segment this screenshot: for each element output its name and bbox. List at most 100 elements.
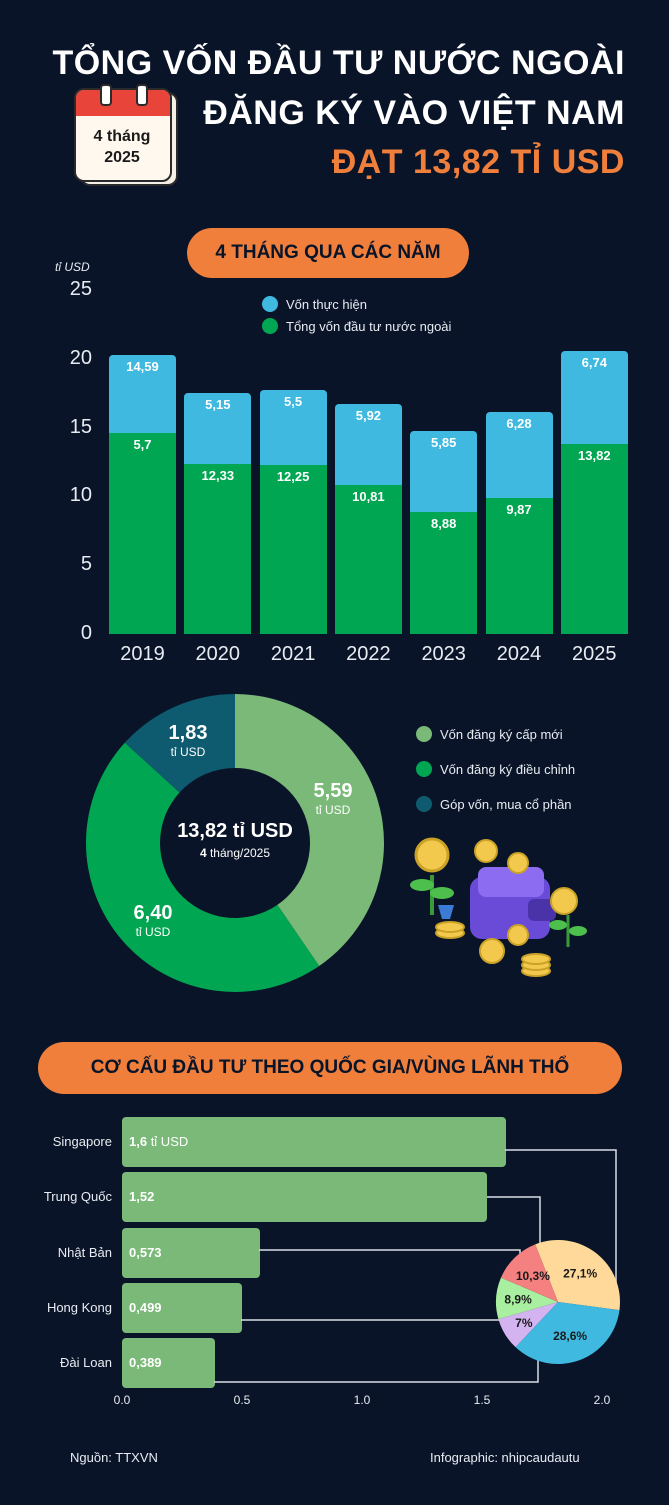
legend-swatch-lightgreen	[416, 726, 432, 742]
country-share-pie: 27,1% 28,6% 7% 8,9% 10,3%	[496, 1240, 620, 1364]
donut-center-bold: 4	[199, 846, 207, 860]
country-bar	[122, 1117, 506, 1167]
legend-swatch-green	[262, 318, 278, 334]
country-bar-value: 1,52	[129, 1189, 155, 1204]
y-tick-label: 25	[69, 278, 92, 300]
legend-swatch-teal	[416, 796, 432, 812]
pie-slice-label: 28,6%	[553, 1329, 587, 1343]
wallet-icon	[470, 867, 556, 939]
section-pill-years: 4 THÁNG QUA CÁC NĂM	[187, 228, 469, 278]
x-tick-label: 2019	[120, 643, 165, 665]
pie-slice-label: 10,3%	[516, 1269, 550, 1283]
pie-slice-label: 27,1%	[563, 1267, 597, 1281]
pie-slice	[515, 1302, 620, 1364]
donut-slice	[85, 742, 320, 992]
coin-icon	[435, 839, 578, 977]
bar-value-label: 9,87	[506, 502, 532, 518]
bar-value-label: 5,5	[284, 393, 303, 409]
pie-slice-label: 8,9%	[504, 1293, 532, 1307]
donut-slice	[235, 694, 384, 966]
bar-segment-vonthuchien	[485, 411, 553, 499]
donut-center-sub: 4 tháng/2025	[151, 846, 319, 860]
country-bar	[122, 1172, 487, 1222]
calendar-icon: 4 tháng 2025	[74, 84, 178, 186]
bar-segment-vonthuchien	[560, 351, 628, 444]
legend-item-tongvon: Tổng vốn đầu tư nước ngoài	[262, 318, 451, 334]
bar-segment-vonthuchien	[184, 393, 252, 465]
calendar-month: 4 tháng	[93, 128, 151, 145]
bar-value-label: 5,85	[431, 435, 457, 451]
calendar-year: 2025	[104, 149, 140, 166]
legend-label: Vốn thực hiện	[286, 296, 367, 312]
bar-segment-tongvon	[560, 443, 628, 634]
legend-label: Tổng vốn đầu tư nước ngoài	[286, 318, 452, 334]
bar-value-label: 5,92	[355, 407, 382, 423]
pie-slice	[496, 1277, 558, 1320]
pie-slice	[535, 1240, 620, 1311]
x-tick-label: 2022	[346, 643, 391, 665]
bar-value-label: 6,74	[581, 355, 607, 371]
y-tick-label: 20	[69, 346, 92, 369]
country-bar	[122, 1228, 260, 1278]
plant-icon	[410, 837, 454, 919]
wallet-coins-illustration	[410, 837, 587, 977]
bar-segment-tongvon	[184, 464, 252, 634]
y-tick-label: 5	[80, 553, 92, 576]
donut-center-text: tháng/2025	[206, 846, 271, 860]
section-pill-countries: CƠ CẤU ĐẦU TƯ THEO QUỐC GIA/VÙNG LÃNH TH…	[38, 1042, 622, 1094]
country-label: Hong Kong	[46, 1300, 112, 1315]
x-tick-label: 0.0	[113, 1393, 131, 1407]
bar-segment-tongvon	[410, 511, 478, 634]
legend-swatch-green	[416, 761, 432, 777]
legend-item-capmoi: Vốn đăng ký cấp mới	[416, 726, 563, 742]
x-tick-label: 1.5	[473, 1393, 491, 1407]
donut-label-capmoi: 5,59	[313, 780, 353, 802]
country-label: Singapore	[52, 1134, 112, 1149]
bar-segment-vonthuchien	[334, 403, 402, 486]
donut-unit-dieuchinh: tỉ USD	[135, 925, 171, 939]
x-tick-label: 2024	[496, 643, 542, 665]
country-label: Nhật Bản	[57, 1245, 112, 1260]
pie-slice	[498, 1302, 558, 1348]
donut-label-gopvon: 1,83	[168, 722, 208, 744]
credit-text: Infographic: nhipcaudautu	[430, 1450, 580, 1465]
y-tick-label: 10	[69, 484, 92, 507]
country-bar-value: 0,389	[129, 1355, 162, 1370]
x-tick-label: 2023	[421, 643, 466, 665]
x-tick-label: 0.5	[233, 1393, 251, 1407]
bar-value-label: 8,88	[431, 515, 457, 531]
x-tick-label: 2021	[270, 643, 316, 665]
legend-swatch-blue	[262, 296, 278, 312]
legend-label: Vốn đăng ký điều chỉnh	[440, 761, 576, 777]
bar-segment-vonthuchien	[109, 354, 176, 434]
bar-value-label: 12,25	[276, 469, 310, 485]
bar-segment-vonthuchien	[410, 431, 478, 512]
bar-segment-tongvon	[259, 465, 327, 634]
bar-segment-tongvon	[485, 498, 553, 634]
y-tick-label: 0	[80, 622, 92, 644]
title-line-3: ĐẠT 13,82 TỈ USD	[331, 143, 625, 181]
bar-value-label: 10,81	[352, 489, 385, 505]
donut-label-dieuchinh: 6,40	[133, 902, 173, 924]
country-bar	[122, 1338, 216, 1388]
country-bar-value: 1,6 tỉ USD	[129, 1134, 189, 1149]
country-bar-value: 0,573	[129, 1245, 162, 1260]
bar-segment-vonthuchien	[259, 389, 327, 466]
x-tick-label: 2.0	[593, 1393, 611, 1407]
x-tick-label: 2025	[572, 643, 617, 665]
bar-segment-tongvon	[334, 485, 402, 634]
donut-unit-gopvon: tỉ USD	[170, 745, 206, 759]
pie-slice-label: 7%	[515, 1316, 533, 1330]
donut-unit-capmoi: tỉ USD	[315, 803, 351, 817]
country-bar	[122, 1283, 242, 1333]
bar-value-label: 14,59	[126, 358, 159, 374]
title-line-1: TỔNG VỐN ĐẦU TƯ NƯỚC NGOÀI	[52, 44, 625, 82]
source-text: Nguồn: TTXVN	[70, 1450, 158, 1465]
country-label: Trung Quốc	[43, 1189, 112, 1204]
legend-item-vonthuchien: Vốn thực hiện	[262, 296, 367, 312]
y-tick-label: 15	[69, 415, 92, 438]
x-tick-label: 1.0	[353, 1393, 371, 1407]
donut-slice	[124, 694, 235, 793]
bar-value-label: 13,82	[578, 447, 611, 463]
donut-center-value: 13,82 tỉ USD	[177, 820, 293, 842]
